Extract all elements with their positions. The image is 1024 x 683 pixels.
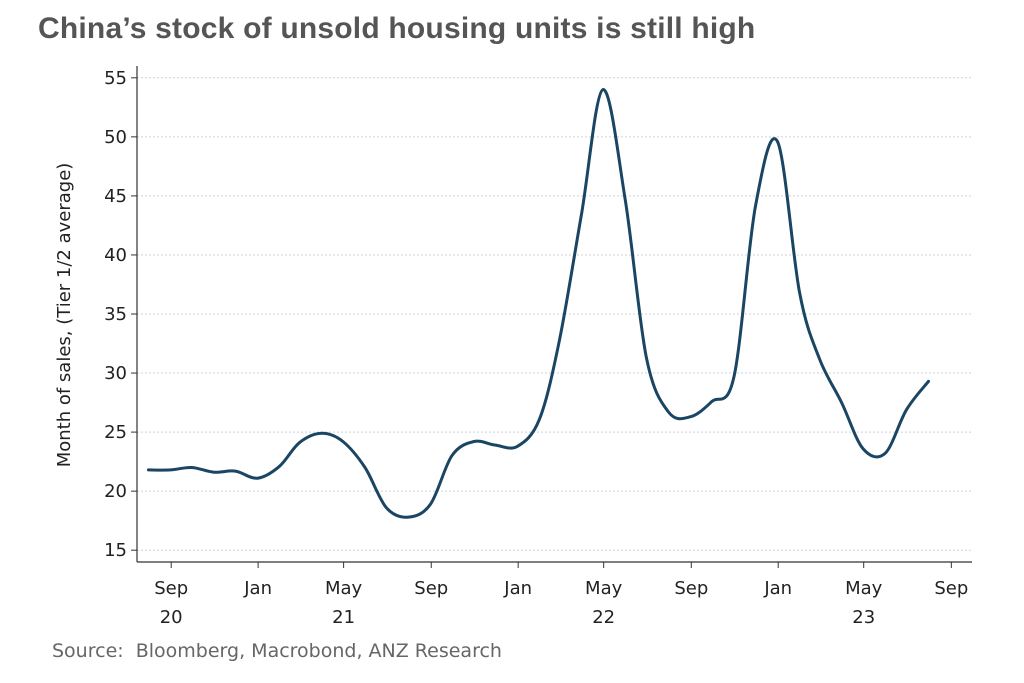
x-tick-label: Jan: [243, 578, 272, 599]
y-tick-label: 40: [104, 245, 127, 266]
x-tick-labels: Sep Jan May Sep Jan May Sep Jan May Sep 20 21 22 23: [154, 562, 968, 628]
y-axis-label: Month of sales, (Tier 1/2 average): [54, 163, 75, 468]
y-tick-label: 30: [104, 363, 127, 384]
data-point: [494, 443, 497, 447]
data-point: [601, 88, 605, 91]
y-tick-label: 55: [104, 68, 127, 89]
x-tick-label: May: [325, 578, 363, 599]
x-tick-label: Jan: [763, 578, 792, 599]
data-point: [732, 375, 736, 378]
x-year-label: 21: [332, 607, 355, 628]
data-point: [256, 477, 259, 480]
data-point: [298, 441, 301, 444]
x-tick-label: Sep: [154, 578, 188, 599]
data-point: [667, 410, 670, 414]
x-tick-label: Sep: [934, 578, 968, 599]
data-point: [169, 468, 172, 472]
data-point: [818, 357, 821, 361]
x-tick-label: May: [845, 578, 883, 599]
x-tick-label: Sep: [414, 578, 448, 599]
data-point: [689, 415, 692, 418]
y-tick-label: 20: [104, 481, 127, 502]
data-point: [320, 432, 323, 435]
data-point: [861, 447, 865, 450]
x-year-label: 22: [592, 607, 615, 628]
gridlines: [137, 77, 972, 551]
y-tick-label: 45: [104, 186, 127, 207]
y-tick-label: 15: [104, 540, 127, 561]
data-point: [147, 468, 150, 472]
data-point: [538, 417, 541, 421]
data-point: [645, 356, 648, 359]
data-point: [754, 205, 757, 208]
data-point: [407, 515, 410, 519]
x-tick-label: Sep: [674, 578, 708, 599]
series-line: [146, 88, 930, 519]
data-point: [776, 140, 779, 143]
data-point: [883, 452, 887, 455]
data-point: [558, 338, 561, 342]
data-point: [363, 466, 367, 469]
data-point: [927, 380, 930, 383]
data-point: [385, 506, 388, 509]
data-point: [798, 291, 801, 294]
x-tick-label: Jan: [503, 578, 532, 599]
data-point: [623, 197, 627, 200]
data-point: [429, 502, 432, 506]
data-point: [472, 440, 476, 443]
data-point: [710, 400, 714, 403]
y-tick-labels: 15 20 25 30 35 40 45 50 55: [104, 68, 137, 561]
chart-title: China’s stock of unsold housing units is…: [38, 12, 756, 45]
data-point: [516, 445, 519, 448]
data-point: [212, 471, 216, 474]
data-point: [341, 440, 345, 443]
x-year-label: 20: [160, 607, 183, 628]
data-point: [190, 466, 194, 469]
x-tick-label: May: [585, 578, 623, 599]
data-point: [580, 212, 583, 215]
data-point: [450, 454, 454, 457]
y-tick-label: 35: [104, 304, 127, 325]
y-tick-label: 25: [104, 422, 127, 443]
data-point: [234, 469, 237, 473]
source-note: Source: Bloomberg, Macrobond, ANZ Resear…: [52, 640, 502, 662]
series-layer: [146, 88, 930, 519]
data-point: [278, 465, 281, 468]
data-point: [905, 408, 908, 411]
x-year-label: 23: [852, 607, 875, 628]
y-tick-label: 50: [104, 127, 127, 148]
data-point: [840, 401, 843, 404]
